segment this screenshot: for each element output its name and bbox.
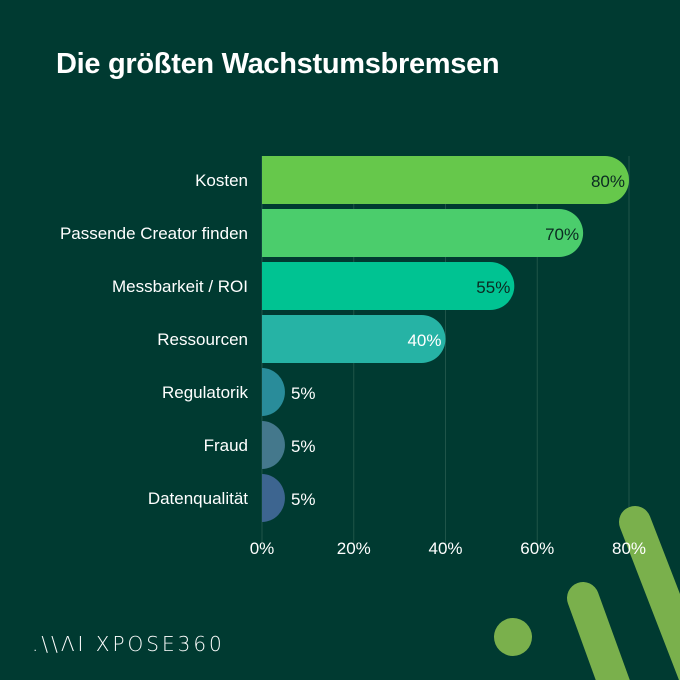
bar [262, 156, 629, 204]
bar [262, 262, 515, 310]
brand-logo: .\\ΛI XPOSE360 [32, 632, 225, 656]
value-label: 55% [476, 278, 510, 297]
value-label: 5% [291, 437, 316, 456]
bar [262, 315, 446, 363]
x-tick-label: 20% [337, 539, 371, 558]
x-tick-label: 60% [520, 539, 554, 558]
bar [262, 421, 285, 469]
value-label: 70% [545, 225, 579, 244]
chart-title: Die größten Wachstumsbremsen [56, 48, 500, 80]
category-label: Messbarkeit / ROI [112, 277, 248, 296]
category-label: Passende Creator finden [60, 224, 248, 243]
bar [262, 368, 285, 416]
decorative-stripe [567, 582, 630, 680]
x-tick-label: 0% [250, 539, 275, 558]
bar [262, 209, 584, 257]
category-label: Fraud [204, 436, 248, 455]
category-label: Kosten [195, 171, 248, 190]
category-label: Datenqualität [148, 489, 248, 508]
category-label: Regulatorik [162, 383, 248, 402]
value-label: 40% [407, 331, 441, 350]
x-tick-label: 80% [612, 539, 646, 558]
value-label: 5% [291, 490, 316, 509]
decorative-stripe [619, 506, 680, 680]
value-label: 80% [591, 172, 625, 191]
value-label: 5% [291, 384, 316, 403]
bar [262, 474, 285, 522]
decorative-circle [494, 618, 532, 656]
x-tick-label: 40% [428, 539, 462, 558]
category-label: Ressourcen [157, 330, 248, 349]
